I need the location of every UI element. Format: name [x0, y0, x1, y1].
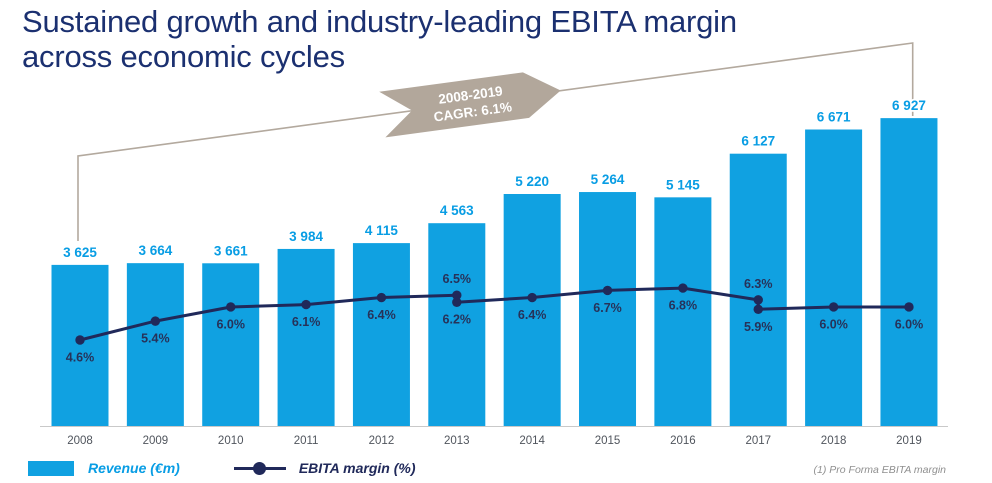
revenue-value-label: 3 664: [138, 243, 172, 258]
ebita-margin-label: 6.0%: [895, 317, 924, 331]
ebita-margin-label: 6.0%: [819, 317, 848, 331]
revenue-value-label: 3 625: [63, 245, 97, 260]
ebita-margin-dot: [527, 292, 537, 303]
year-label: 2013: [444, 435, 470, 447]
revenue-value-label: 6 927: [892, 98, 926, 113]
ebita-margin-dot: [301, 299, 311, 310]
year-label: 2012: [369, 435, 395, 447]
ebita-margin-label: 4.6%: [66, 351, 95, 365]
revenue-bars: 3 625 2008 3 664 2009 3 661 2010 3 984 2011 4 11…: [51, 96, 938, 447]
year-label: 2011: [294, 435, 319, 447]
revenue-bar: [428, 223, 486, 426]
cagr-banner-chevron: [379, 72, 561, 138]
ebita-legend-label: EBITA margin (%): [298, 460, 416, 476]
revenue-value-label: 6 127: [741, 134, 775, 149]
ebita-margin-proforma-label: 6.3%: [744, 277, 773, 291]
ebita-legend-dot-icon: [253, 461, 267, 475]
year-label: 2010: [218, 435, 244, 447]
year-label: 2015: [595, 435, 621, 447]
year-label: 2014: [519, 435, 545, 447]
ebita-margin-dot: [376, 292, 387, 303]
ebita-margin-label: 6.1%: [292, 315, 321, 329]
revenue-bar: [805, 129, 863, 426]
revenue-bar: [126, 263, 184, 426]
year-label: 2018: [821, 435, 847, 447]
ebita-legend-marker: [233, 461, 286, 475]
revenue-bar: [880, 118, 938, 426]
ebita-margin-dot: [75, 335, 85, 345]
year-label: 2019: [896, 435, 922, 447]
revenue-bar: [654, 197, 712, 426]
ebita-margin-dot: [150, 316, 161, 326]
ebita-margin-line-series: 4.6% 5.4% 6.0% 6.1% 6.4% 6.5% 6.2% 6.4% 6.7% 6.8%…: [66, 272, 923, 364]
ebita-margin-label: 5.9%: [744, 320, 773, 334]
revenue-legend-swatch: [28, 460, 74, 476]
revenue-legend-label: Revenue (€m): [88, 460, 180, 476]
revenue-bar: [352, 243, 410, 426]
ebita-margin-label: 6.7%: [593, 301, 622, 315]
ebita-margin-label: 6.8%: [669, 299, 698, 313]
ebita-margin-label: 6.4%: [518, 308, 547, 322]
footnote: (1) Pro Forma EBITA margin: [813, 464, 946, 476]
revenue-value-label: 3 661: [214, 243, 248, 258]
revenue-value-label: 4 115: [365, 223, 399, 238]
legend: Revenue (€m) EBITA margin (%): [28, 458, 415, 478]
page-title: Sustained growth and industry-leading EB…: [22, 4, 737, 74]
title-line-2: across economic cycles: [22, 39, 345, 74]
cagr-banner: 2008-2019 CAGR: 6.1%: [379, 72, 561, 138]
ebita-margin-dot: [904, 302, 914, 312]
ebita-margin-proforma-dot: [753, 295, 763, 305]
ebita-margin-proforma-dot: [452, 290, 462, 300]
year-label: 2016: [670, 435, 696, 447]
revenue-bar: [729, 153, 787, 426]
revenue-bar: [51, 264, 109, 426]
ebita-margin-label: 6.4%: [367, 308, 396, 322]
revenue-value-label: 5 264: [591, 172, 625, 187]
ebita-margin-dot: [452, 297, 462, 307]
ebita-margin-label: 6.2%: [443, 313, 472, 327]
year-label: 2008: [67, 435, 93, 447]
revenue-bar: [579, 192, 637, 426]
ebita-margin-label: 6.0%: [216, 317, 245, 331]
ebita-margin-proforma-label: 6.5%: [443, 272, 472, 286]
revenue-value-label: 6 671: [817, 110, 851, 125]
revenue-value-label: 5 220: [515, 174, 549, 189]
revenue-value-label: 5 145: [666, 177, 700, 192]
ebita-margin-dot: [678, 283, 688, 293]
revenue-bar: [277, 248, 335, 426]
revenue-value-label: 4 563: [440, 203, 474, 218]
ebita-margin-dot: [226, 302, 236, 312]
title-line-1: Sustained growth and industry-leading EB…: [22, 4, 737, 39]
ebita-margin-dot: [828, 302, 839, 312]
ebita-margin-label: 5.4%: [141, 332, 170, 346]
year-label: 2017: [745, 435, 771, 447]
ebita-margin-dot: [602, 285, 613, 296]
cagr-bracket-line: [77, 42, 914, 241]
revenue-bar: [202, 263, 260, 426]
ebita-margin-dot: [753, 304, 763, 315]
revenue-value-label: 3 984: [289, 229, 323, 244]
year-label: 2009: [143, 435, 169, 447]
revenue-bar: [503, 194, 561, 426]
